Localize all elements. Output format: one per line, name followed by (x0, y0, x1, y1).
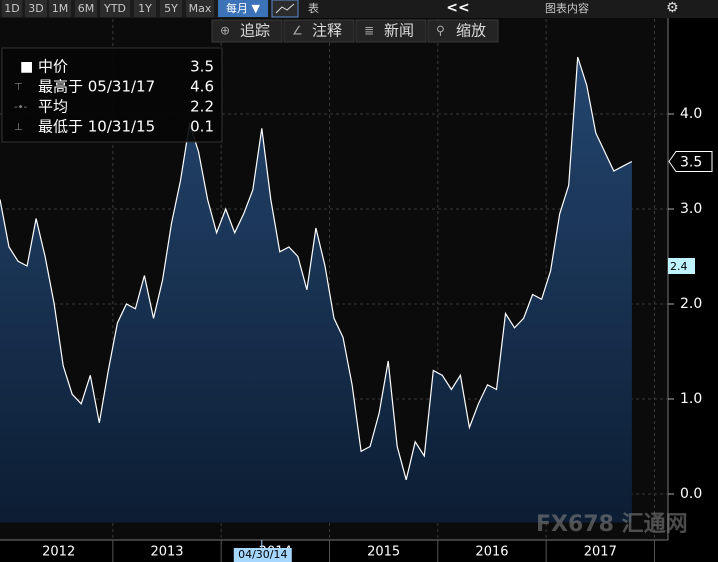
tool-label[interactable]: 追踪 (240, 22, 270, 40)
range-button-label[interactable]: 6M (78, 2, 95, 15)
value-marker (668, 151, 713, 172)
y-tick-label: 0.0 (680, 486, 702, 502)
range-button-label[interactable]: 5Y (164, 2, 178, 15)
line (0, 56, 633, 480)
chart-type-icon (275, 3, 295, 14)
y-tick-label: 1.0 (680, 391, 702, 407)
x-axis-panel (0, 540, 718, 562)
range-button[interactable] (134, 0, 156, 17)
y-tick-label: 3.0 (680, 201, 702, 217)
range-button-label[interactable]: 3D (28, 2, 43, 15)
legend-name: 中价 (38, 58, 68, 76)
tool-button[interactable] (427, 19, 499, 43)
x-tick-label: 2013 (150, 545, 183, 560)
x-tick-label: 2017 (584, 545, 617, 560)
cursor-box (233, 548, 292, 562)
legend-icon: ⊤ (14, 82, 23, 93)
area (0, 57, 632, 523)
period-label[interactable]: 每月 ▼ (226, 1, 260, 15)
y-tick-label: 4.0 (680, 106, 702, 122)
table-button[interactable]: 表 (308, 1, 319, 15)
watermark: FX678 汇通网 (536, 512, 688, 537)
value-marker-label: 3.5 (680, 155, 702, 171)
content-button[interactable]: 图表内容 (545, 1, 589, 15)
legend-icon: ⊥ (14, 122, 23, 133)
tool-icon[interactable]: ∠ (292, 24, 303, 38)
legend-name: 平均 (38, 98, 68, 116)
x-tick-label: 2016 (475, 545, 508, 560)
legend-icon: -•- (14, 102, 28, 113)
range-button-label[interactable]: 1M (52, 2, 69, 15)
legend-value: 0.1 (190, 118, 214, 136)
legend-icon: ■ (20, 59, 33, 75)
range-button-label[interactable]: YTD (103, 2, 126, 15)
x-tick-label: 2012 (42, 545, 75, 560)
legend-value: 2.2 (190, 98, 214, 116)
period-button[interactable] (218, 0, 268, 17)
range-button[interactable] (186, 0, 214, 17)
range-button[interactable] (49, 0, 71, 17)
tool-label[interactable]: 新闻 (384, 22, 414, 40)
range-button-label[interactable]: 1D (4, 2, 19, 15)
legend-value: 4.6 (190, 78, 214, 96)
range-button[interactable] (25, 0, 47, 17)
range-button[interactable] (2, 0, 22, 17)
legend-name: 最高于 05/31/17 (38, 78, 155, 96)
back-button[interactable]: << (446, 0, 469, 16)
y-axis-panel (668, 18, 718, 540)
cursor-label: 04/30/14 (238, 548, 287, 561)
tool-button[interactable] (355, 19, 427, 43)
y-tick-label: 2.0 (680, 296, 702, 312)
legend-box (1, 47, 223, 143)
value-marker-label: 2.4 (670, 260, 688, 273)
tool-icon[interactable]: ≣ (364, 24, 374, 38)
tool-label[interactable]: 注释 (312, 22, 342, 40)
tool-icon[interactable]: ⊕ (220, 24, 230, 38)
settings-icon[interactable]: ⚙ (666, 0, 679, 16)
range-button[interactable] (75, 0, 97, 17)
range-button[interactable] (100, 0, 130, 17)
range-button-label[interactable]: Max (189, 2, 212, 15)
tool-label[interactable]: 缩放 (456, 22, 486, 40)
legend-name: 最低于 10/31/15 (38, 118, 155, 136)
tool-button[interactable] (211, 19, 283, 43)
x-tick-label: 2015 (367, 545, 400, 560)
range-button[interactable] (160, 0, 182, 17)
tool-button[interactable] (283, 19, 355, 43)
value-marker (668, 258, 695, 274)
tool-icon[interactable]: ⚲ (436, 24, 445, 38)
range-button-label[interactable]: 1Y (138, 2, 152, 15)
legend-value: 3.5 (190, 58, 214, 76)
